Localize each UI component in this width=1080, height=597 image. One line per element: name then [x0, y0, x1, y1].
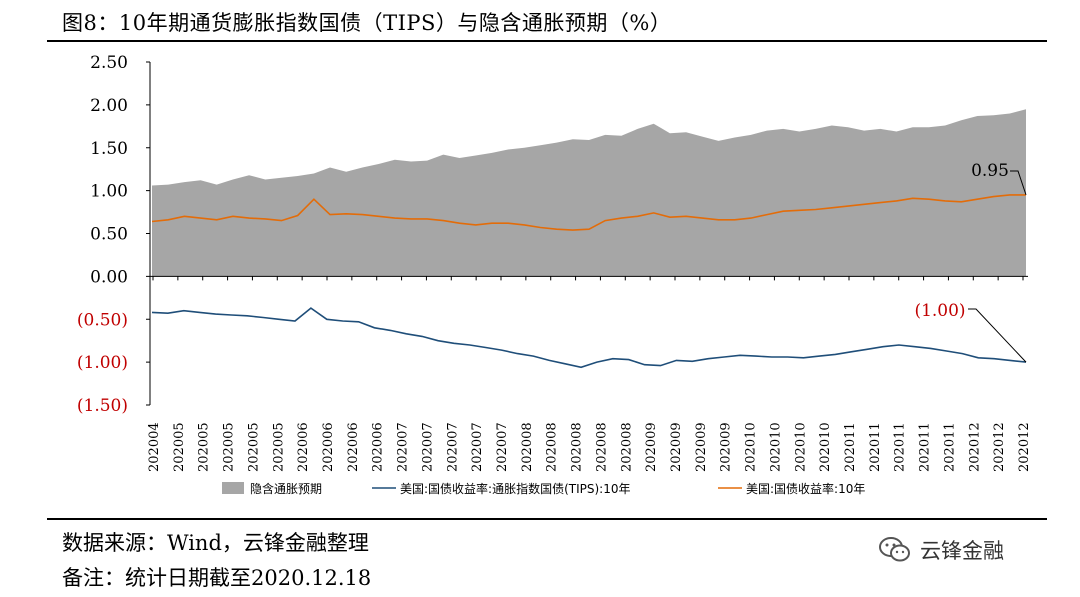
x-tick-label: 202009 [719, 422, 734, 472]
y-tick-label: (1.50) [77, 396, 128, 416]
annotation-label-tips: (1.00) [914, 301, 965, 321]
x-tick-label: 202011 [918, 422, 933, 472]
watermark-text: 云锋金融 [920, 539, 1004, 563]
x-tick-label: 202007 [445, 422, 460, 472]
x-tick-label: 202005 [172, 422, 187, 472]
x-tick-label: 202008 [545, 422, 560, 472]
x-tick-label: 202005 [246, 422, 261, 472]
x-tick-label: 202009 [669, 422, 684, 472]
wechat-icon [879, 537, 910, 562]
x-tick-label: 202009 [644, 422, 659, 472]
x-tick-label: 202008 [594, 422, 609, 472]
top-rule [47, 40, 1047, 42]
x-tick-label: 202010 [793, 422, 808, 472]
series-area-implied-inflation [152, 109, 1026, 277]
legend-label-tips: 美国:国债收益率:通胀指数国债(TIPS):10年 [400, 481, 631, 496]
x-tick-label: 202007 [420, 422, 435, 472]
x-tick-label: 202010 [744, 422, 759, 472]
x-tick-label: 202009 [694, 422, 709, 472]
x-tick-label: 202010 [818, 422, 833, 472]
x-tick-label: 202007 [396, 422, 411, 472]
note-text: 备注：统计日期截至2020.12.18 [62, 566, 372, 590]
y-tick-label: 0.00 [90, 267, 128, 287]
annotation-label-nominal: 0.95 [971, 161, 1009, 181]
x-tick-label: 202008 [570, 422, 585, 472]
y-tick-label: (1.00) [77, 353, 128, 373]
y-tick-label: 1.50 [90, 139, 128, 159]
x-tick-label: 202011 [893, 422, 908, 472]
x-tick-label: 202008 [520, 422, 535, 472]
x-tick-label: 202011 [868, 422, 883, 472]
x-tick-label: 202006 [346, 422, 361, 472]
watermark: 云锋金融 [878, 530, 1004, 570]
x-tick-label: 202012 [967, 422, 982, 472]
x-tick-label: 202005 [222, 422, 237, 472]
x-tick-label: 202005 [197, 422, 212, 472]
x-tick-label: 202012 [1017, 422, 1032, 472]
y-tick-label: 1.00 [90, 182, 128, 202]
y-tick-label: (0.50) [77, 310, 128, 330]
series-line-tips [151, 307, 1027, 369]
annotation-line-tips [968, 308, 1027, 363]
x-tick-label: 202005 [271, 422, 286, 472]
x-tick-label: 202006 [371, 422, 386, 472]
source-text: 数据来源：Wind，云锋金融整理 [62, 531, 369, 555]
legend-label-nominal: 美国:国债收益率:10年 [746, 481, 865, 496]
legend-swatch-area [222, 482, 244, 494]
x-tick-label: 202011 [843, 422, 858, 472]
bottom-rule [47, 518, 1047, 520]
legend-label-area: 隐含通胀预期 [250, 481, 322, 496]
y-tick-label: 2.00 [90, 96, 128, 116]
y-tick-label: 0.50 [90, 225, 128, 245]
x-tick-label: 202006 [296, 422, 311, 472]
x-tick-label: 202011 [942, 422, 957, 472]
y-tick-label: 2.50 [90, 53, 128, 73]
series-line-nominal [151, 194, 1026, 231]
annotation-line-nominal [1010, 170, 1027, 196]
x-tick-label: 202010 [768, 422, 783, 472]
chart-svg: 2.50 2.00 1.50 1.00 0.50 0.00 (0.50) (1.00) (1.5… [77, 53, 1032, 496]
x-tick-label: 202012 [992, 422, 1007, 472]
x-tick-label: 202007 [470, 422, 485, 472]
x-tick-label: 202008 [619, 422, 634, 472]
chart-title: 图8：10年期通货膨胀指数国债（TIPS）与隐含通胀预期（%） [62, 11, 672, 35]
x-tick-label: 202007 [495, 422, 510, 472]
x-tick-label: 202004 [147, 422, 162, 472]
x-tick-label: 202006 [321, 422, 336, 472]
